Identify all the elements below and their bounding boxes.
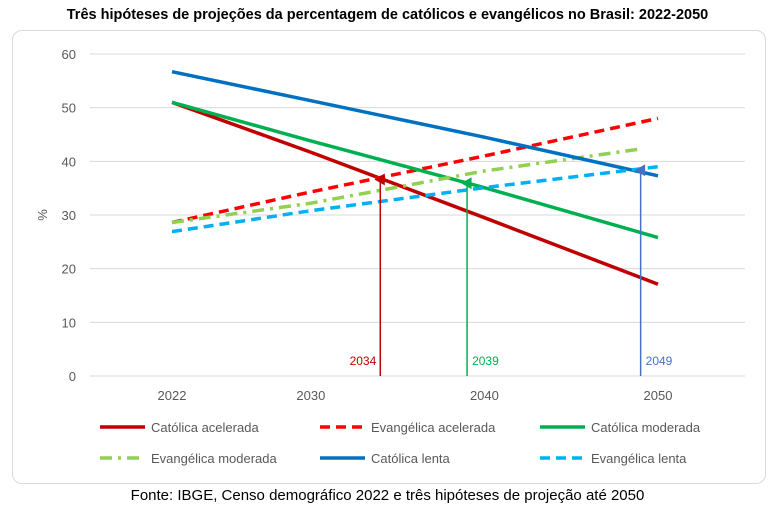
series-line-evangélica-acelerada bbox=[171, 116, 659, 225]
y-tick-label: 20 bbox=[62, 262, 76, 277]
chart-frame bbox=[12, 30, 766, 484]
y-tick-label: 60 bbox=[62, 47, 76, 62]
annotation-label: 2034 bbox=[350, 354, 377, 368]
y-axis-label: % bbox=[35, 209, 50, 221]
x-tick-label: 2040 bbox=[470, 388, 499, 403]
y-tick-label: 0 bbox=[69, 369, 76, 384]
annotation-label: 2039 bbox=[472, 354, 499, 368]
legend-label: Católica moderada bbox=[591, 420, 701, 435]
source-note: Fonte: IBGE, Censo demográfico 2022 e tr… bbox=[130, 487, 645, 504]
y-tick-label: 40 bbox=[62, 154, 76, 169]
x-tick-label: 2022 bbox=[158, 388, 187, 403]
legend-label: Evangélica lenta bbox=[591, 451, 687, 466]
y-tick-label: 10 bbox=[62, 315, 76, 330]
legend-label: Evangélica acelerada bbox=[371, 420, 496, 435]
legend-label: Católica lenta bbox=[371, 451, 451, 466]
series-line-católica-lenta bbox=[171, 69, 659, 178]
annotation-label: 2049 bbox=[646, 354, 673, 368]
x-tick-label: 2050 bbox=[644, 388, 673, 403]
series-line-católica-acelerada bbox=[171, 100, 659, 286]
series-line-católica-moderada bbox=[171, 100, 659, 240]
legend-label: Evangélica moderada bbox=[151, 451, 278, 466]
chart-title: Três hipóteses de projeções da percentag… bbox=[66, 7, 709, 23]
x-tick-label: 2030 bbox=[296, 388, 325, 403]
series-line-evangélica-lenta bbox=[171, 164, 659, 234]
y-tick-label: 50 bbox=[62, 101, 76, 116]
y-tick-label: 30 bbox=[62, 208, 76, 223]
legend-label: Católica acelerada bbox=[151, 420, 259, 435]
